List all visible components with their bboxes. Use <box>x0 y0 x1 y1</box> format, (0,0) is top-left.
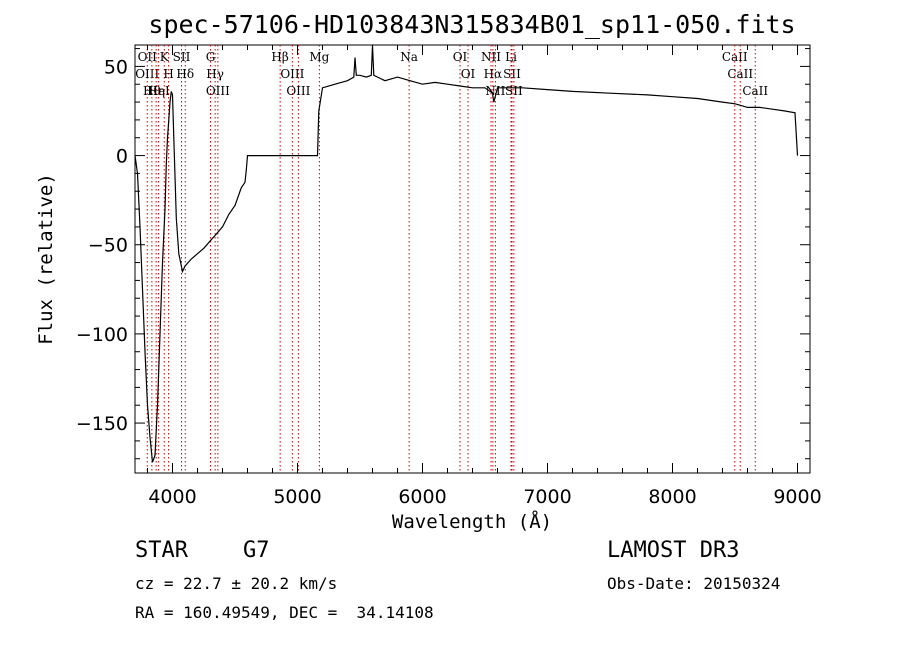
line-marker-label: Na <box>400 50 418 64</box>
line-marker-label: CaII <box>727 67 753 81</box>
line-marker-label: SII <box>173 50 191 64</box>
y-tick-label: 0 <box>116 146 128 168</box>
line-marker-label: Hγ <box>206 67 224 81</box>
object-subclass: G7 <box>243 538 270 563</box>
x-tick-label: 9000 <box>773 486 821 508</box>
observation-date: Obs-Date: 20150324 <box>607 574 781 593</box>
x-tick-label: 5000 <box>273 486 321 508</box>
sky-coordinates: RA = 160.49549, DEC = 34.14108 <box>135 603 434 622</box>
line-marker-label: Hα <box>484 67 503 81</box>
spectral-line-markers: OIIOIIIHθHηHeIKHSIIHδGHγOIIIHβOIIIOIIIMg… <box>135 45 768 473</box>
y-tick-label: −50 <box>88 235 128 257</box>
line-marker-label: OIII <box>206 84 230 98</box>
x-tick-label: 6000 <box>398 486 446 508</box>
line-marker-label: Mg <box>309 50 329 64</box>
line-marker-label: K <box>160 50 170 64</box>
line-marker-label: OIII <box>280 67 304 81</box>
x-tick-label: 7000 <box>523 486 571 508</box>
line-marker-label: Hβ <box>271 50 288 64</box>
y-tick-label: 50 <box>104 56 128 78</box>
y-axis-ticks: −150 −100 −50 0 50 <box>76 48 810 460</box>
line-marker-label: Hη <box>147 84 165 98</box>
survey-name: LAMOST DR3 <box>607 538 740 563</box>
x-tick-label: 4000 <box>148 486 196 508</box>
line-marker-label: OIII <box>135 67 159 81</box>
line-marker-label: NII <box>481 50 501 64</box>
line-marker-label: OI <box>453 50 468 64</box>
line-marker-label: Hδ <box>176 67 194 81</box>
y-tick-label: −150 <box>76 413 128 435</box>
x-axis-ticks: 4000 5000 6000 7000 8000 9000 <box>147 45 822 508</box>
object-class: STAR <box>135 538 188 563</box>
line-marker-label: SII <box>503 67 521 81</box>
chart-title: spec-57106-HD103843N315834B01_sp11-050.f… <box>148 10 795 39</box>
x-axis-label: Wavelength (Å) <box>392 510 552 533</box>
line-marker-label: G <box>206 50 216 64</box>
spectrum-line <box>134 44 799 463</box>
line-marker-label: OIII <box>286 84 310 98</box>
line-marker-label: CaII <box>722 50 748 64</box>
x-tick-label: 8000 <box>648 486 696 508</box>
line-marker-label: HeI <box>147 84 170 98</box>
plot-frame <box>134 44 811 474</box>
y-axis-label: Flux (relative) <box>35 173 57 345</box>
line-marker-label: CaII <box>742 84 768 98</box>
line-marker-label: OI <box>461 67 476 81</box>
redshift-velocity: cz = 22.7 ± 20.2 km/s <box>135 574 338 593</box>
line-marker-label: H <box>163 67 173 81</box>
y-tick-label: −100 <box>76 324 128 346</box>
line-marker-label: Li <box>505 50 517 64</box>
line-marker-label: SII <box>505 84 523 98</box>
line-marker-label: OII <box>138 50 158 64</box>
